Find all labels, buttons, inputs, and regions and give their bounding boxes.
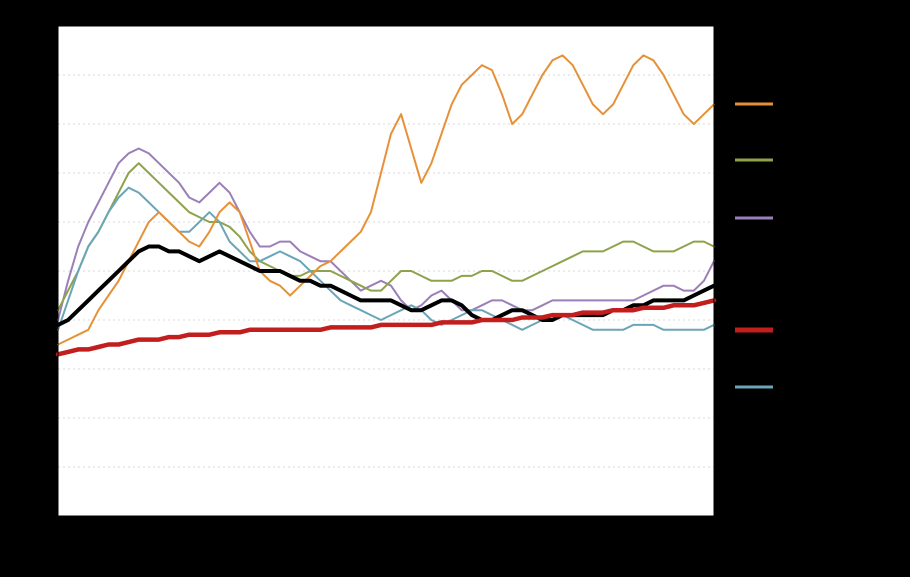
line-chart xyxy=(0,0,910,577)
chart-container xyxy=(0,0,910,577)
